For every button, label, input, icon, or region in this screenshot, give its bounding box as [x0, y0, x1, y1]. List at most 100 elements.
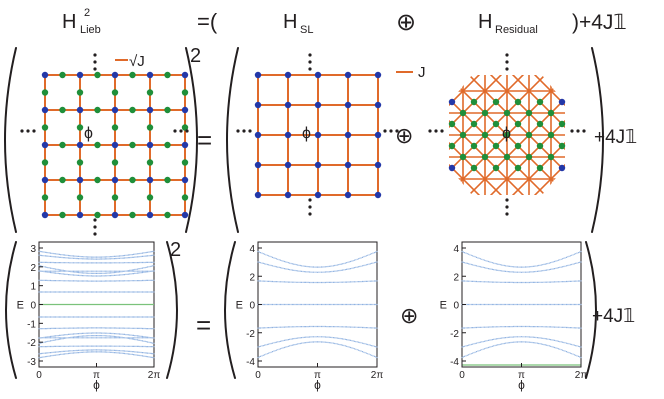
- ellipsis-dot: [582, 129, 586, 133]
- residual-site: [536, 164, 544, 172]
- square-site: [284, 101, 292, 109]
- ellipsis-dot: [428, 129, 432, 133]
- lieb-edge-site: [111, 194, 119, 201]
- lieb-edge-site: [111, 159, 119, 166]
- ellipsis-dot: [308, 67, 312, 71]
- lieb-edge-site: [76, 124, 84, 131]
- residual-site: [481, 131, 489, 139]
- ellipsis-dot: [505, 212, 509, 216]
- square-exponent-row1: 2: [190, 45, 201, 67]
- residual-site: [448, 164, 456, 172]
- residual-site: [459, 131, 467, 139]
- residual-site: [470, 98, 478, 106]
- ellipsis-dot: [308, 53, 312, 57]
- ellipsis-dot: [179, 129, 183, 133]
- y-tick-label: 4: [453, 244, 459, 255]
- ellipsis-dot: [93, 218, 97, 222]
- plus4j-row1: +4J𝟙: [594, 127, 637, 148]
- residual-site: [525, 109, 533, 117]
- spectrum-band-points: [461, 250, 582, 359]
- lieb-sites: [41, 71, 189, 219]
- ellipsis-dot: [93, 225, 97, 229]
- ellipsis-dot: [32, 129, 36, 133]
- square-exponent-row2: 2: [170, 239, 181, 261]
- y-axis-label: E: [17, 300, 24, 312]
- residual-site: [558, 120, 566, 128]
- residual-site: [470, 120, 478, 128]
- ellipsis-dot: [93, 67, 97, 71]
- h-residual-symbol: H: [478, 11, 492, 33]
- h-sl-symbol: H: [283, 11, 297, 33]
- x-tick-label: 2π: [575, 370, 588, 381]
- lieb-edge-site: [146, 124, 154, 131]
- lieb-corner-site: [41, 106, 49, 114]
- lieb-edge-site: [41, 194, 49, 201]
- lieb-edge-site: [164, 141, 171, 149]
- ellipsis-dot: [389, 129, 393, 133]
- residual-site: [525, 153, 533, 161]
- square-site: [374, 191, 382, 199]
- lieb-edge-site: [41, 159, 49, 166]
- residual-site: [492, 120, 500, 128]
- lieb-edge-site: [59, 71, 66, 79]
- lieb-edge-site: [181, 89, 189, 96]
- ellipsis-dot: [505, 67, 509, 71]
- ellipsis-dot: [308, 212, 312, 216]
- lieb-edge-site: [94, 106, 101, 114]
- ellipsis-dot: [185, 129, 189, 133]
- residual-site: [514, 98, 522, 106]
- lattice-row: [4, 47, 604, 233]
- residual-site: [547, 109, 555, 117]
- x-tick-label: 2π: [371, 370, 384, 381]
- lieb-corner-site: [146, 106, 154, 114]
- j-legend-label: J: [418, 64, 426, 81]
- header-oplus: ⊕: [396, 9, 416, 36]
- ellipsis-dot: [26, 129, 30, 133]
- square-site: [344, 131, 352, 139]
- lieb-lattice: ϕ: [20, 53, 189, 236]
- h-residual-subscript: Residual: [495, 24, 538, 36]
- square-site: [284, 131, 292, 139]
- square-site: [254, 71, 262, 79]
- ellipsis-dot: [570, 129, 574, 133]
- y-tick-label: 2: [249, 272, 255, 283]
- lieb-corner-site: [146, 176, 154, 184]
- lieb-corner-site: [146, 141, 154, 149]
- residual-ellipsis-dots: [428, 53, 586, 216]
- residual-site: [448, 98, 456, 106]
- x-tick-label: 2π: [148, 370, 161, 381]
- residual-site: [503, 131, 511, 139]
- lieb-corner-site: [111, 106, 119, 114]
- ellipsis-dot: [173, 129, 177, 133]
- ellipsis-dot: [242, 129, 246, 133]
- square-site: [374, 161, 382, 169]
- h-lieb-subscript: Lieb: [80, 24, 101, 36]
- square-site: [254, 101, 262, 109]
- ellipsis-dot: [576, 129, 580, 133]
- lieb-edge-site: [59, 141, 66, 149]
- y-tick-label: -4: [450, 357, 459, 368]
- lieb-corner-site: [111, 71, 119, 79]
- square-site: [374, 101, 382, 109]
- square-site: [314, 101, 322, 109]
- ellipsis-dot: [505, 53, 509, 57]
- residual-phi-label: ϕ: [502, 125, 511, 142]
- residual-site: [459, 109, 467, 117]
- y-axis-label: E: [236, 300, 243, 312]
- sqrtj-legend-label: √J: [129, 53, 145, 70]
- y-tick-label: -2: [450, 329, 459, 340]
- lieb-ellipsis-dots: [20, 53, 189, 236]
- ellipsis-dot: [440, 129, 444, 133]
- square-site: [374, 131, 382, 139]
- residual-site: [470, 142, 478, 150]
- header-close-plus: )+4J𝟙: [572, 11, 627, 34]
- lieb-edge-site: [129, 176, 136, 184]
- lieb-edge-site: [146, 194, 154, 201]
- y-tick-label: 1: [30, 282, 36, 293]
- x-tick-label: π: [314, 370, 321, 381]
- equals-row2: =: [196, 310, 211, 340]
- ellipsis-dot: [236, 129, 240, 133]
- lieb-corner-site: [181, 106, 189, 114]
- left-paren-row1-rhs: [226, 47, 239, 233]
